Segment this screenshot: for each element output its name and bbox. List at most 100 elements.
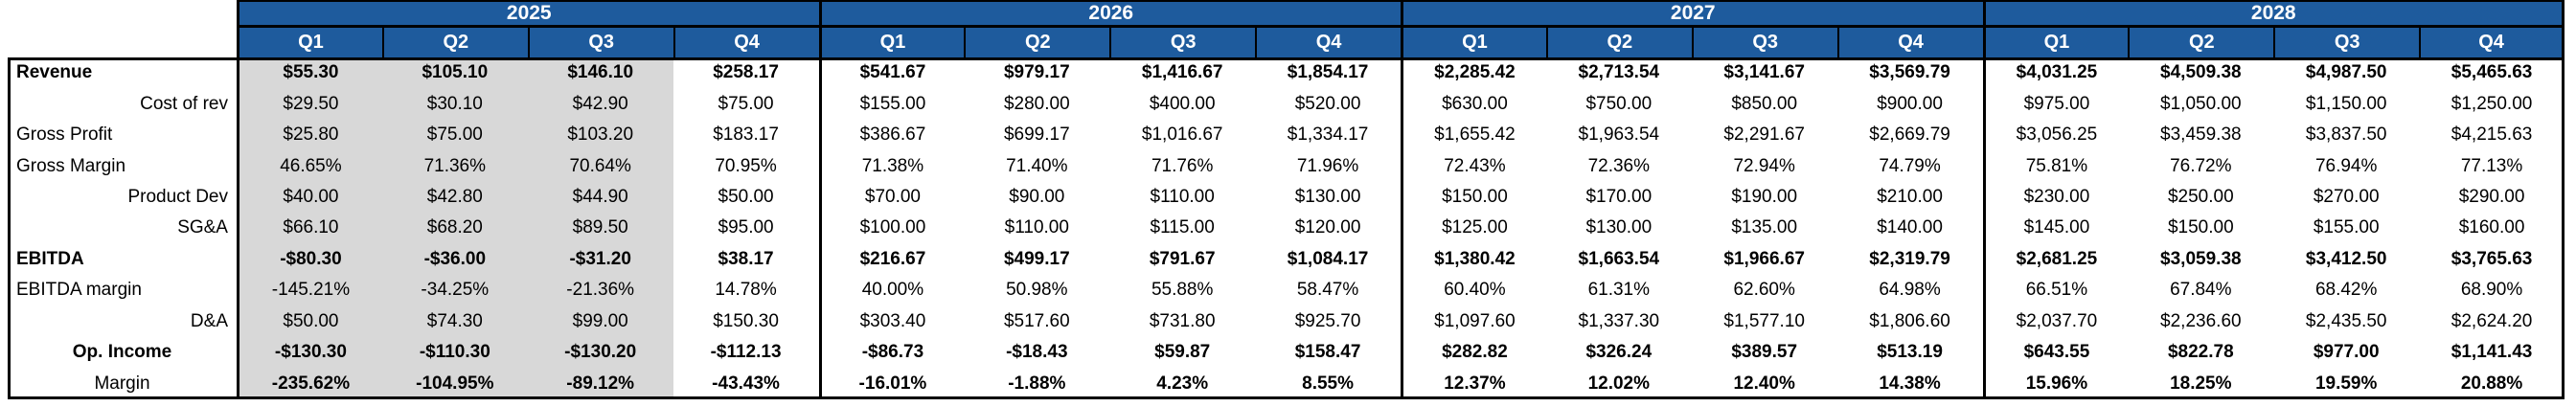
cell-revenue-2026-q2[interactable]: $979.17 — [964, 57, 1110, 89]
cell-product-dev-2026-q2[interactable]: $90.00 — [964, 181, 1110, 214]
cell-op-income-2028-q4[interactable]: $1,141.43 — [2419, 337, 2565, 369]
row-label-sg-and-a[interactable]: SG&A — [8, 213, 237, 244]
row-label-product-dev[interactable]: Product Dev — [8, 181, 237, 214]
cell-gross-margin-2025-q2[interactable]: 71.36% — [381, 150, 528, 182]
cell-product-dev-2027-q1[interactable]: $150.00 — [1401, 181, 1546, 214]
cell-revenue-2028-q2[interactable]: $4,509.38 — [2128, 57, 2274, 89]
cell-ebitda-margin-2026-q1[interactable]: 40.00% — [818, 275, 965, 306]
cell-cost-of-rev-2026-q2[interactable]: $280.00 — [964, 88, 1110, 120]
cell-sg-and-a-2026-q2[interactable]: $110.00 — [964, 213, 1110, 244]
cell-ebitda-2027-q2[interactable]: $1,663.54 — [1545, 243, 1692, 276]
quarter-header-2025-q3[interactable]: Q3 — [527, 28, 673, 57]
quarter-header-2028-q4[interactable]: Q4 — [2419, 28, 2565, 57]
quarter-header-2028-q2[interactable]: Q2 — [2128, 28, 2274, 57]
cell-d-and-a-2027-q1[interactable]: $1,097.60 — [1401, 305, 1546, 338]
cell-product-dev-2028-q1[interactable]: $230.00 — [1982, 181, 2129, 214]
cell-ebitda-margin-2028-q4[interactable]: 68.90% — [2419, 275, 2565, 306]
cell-gross-profit-2028-q3[interactable]: $3,837.50 — [2273, 119, 2420, 151]
cell-gross-margin-2026-q1[interactable]: 71.38% — [818, 150, 965, 182]
cell-sg-and-a-2025-q3[interactable]: $89.50 — [527, 213, 673, 244]
quarter-header-2026-q1[interactable]: Q1 — [818, 28, 965, 57]
cell-gross-profit-2025-q3[interactable]: $103.20 — [527, 119, 673, 151]
cell-margin-2027-q2[interactable]: 12.02% — [1545, 368, 1692, 399]
cell-gross-margin-2028-q4[interactable]: 77.13% — [2419, 150, 2565, 182]
cell-sg-and-a-2027-q4[interactable]: $140.00 — [1836, 213, 1983, 244]
cell-ebitda-margin-2025-q2[interactable]: -34.25% — [381, 275, 528, 306]
cell-gross-profit-2026-q2[interactable]: $699.17 — [964, 119, 1110, 151]
cell-d-and-a-2026-q2[interactable]: $517.60 — [964, 305, 1110, 338]
cell-margin-2028-q4[interactable]: 20.88% — [2419, 368, 2565, 399]
cell-ebitda-2027-q4[interactable]: $2,319.79 — [1836, 243, 1983, 276]
quarter-header-2026-q4[interactable]: Q4 — [1255, 28, 1401, 57]
cell-product-dev-2025-q2[interactable]: $42.80 — [381, 181, 528, 214]
cell-cost-of-rev-2025-q2[interactable]: $30.10 — [381, 88, 528, 120]
cell-ebitda-2028-q1[interactable]: $2,681.25 — [1982, 243, 2129, 276]
cell-op-income-2025-q4[interactable]: -$112.13 — [672, 337, 819, 369]
cell-gross-margin-2025-q4[interactable]: 70.95% — [672, 150, 819, 182]
cell-ebitda-margin-2026-q2[interactable]: 50.98% — [964, 275, 1110, 306]
year-header-2025[interactable]: 2025 — [237, 0, 819, 28]
cell-ebitda-2025-q1[interactable]: -$80.30 — [237, 243, 382, 276]
cell-d-and-a-2025-q3[interactable]: $99.00 — [527, 305, 673, 338]
cell-revenue-2027-q1[interactable]: $2,285.42 — [1401, 57, 1546, 89]
cell-sg-and-a-2027-q1[interactable]: $125.00 — [1401, 213, 1546, 244]
cell-op-income-2025-q2[interactable]: -$110.30 — [381, 337, 528, 369]
cell-op-income-2025-q3[interactable]: -$130.20 — [527, 337, 673, 369]
cell-gross-profit-2027-q2[interactable]: $1,963.54 — [1545, 119, 1692, 151]
cell-op-income-2027-q2[interactable]: $326.24 — [1545, 337, 1692, 369]
cell-cost-of-rev-2027-q2[interactable]: $750.00 — [1545, 88, 1692, 120]
cell-gross-profit-2027-q4[interactable]: $2,669.79 — [1836, 119, 1983, 151]
cell-revenue-2026-q1[interactable]: $541.67 — [818, 57, 965, 89]
cell-gross-margin-2026-q2[interactable]: 71.40% — [964, 150, 1110, 182]
cell-product-dev-2027-q3[interactable]: $190.00 — [1691, 181, 1837, 214]
cell-cost-of-rev-2028-q4[interactable]: $1,250.00 — [2419, 88, 2565, 120]
cell-margin-2025-q1[interactable]: -235.62% — [237, 368, 382, 399]
cell-gross-profit-2025-q1[interactable]: $25.80 — [237, 119, 382, 151]
cell-product-dev-2028-q4[interactable]: $290.00 — [2419, 181, 2565, 214]
quarter-header-2028-q1[interactable]: Q1 — [1982, 28, 2129, 57]
year-header-2027[interactable]: 2027 — [1401, 0, 1983, 28]
cell-product-dev-2026-q1[interactable]: $70.00 — [818, 181, 965, 214]
cell-revenue-2028-q1[interactable]: $4,031.25 — [1982, 57, 2129, 89]
cell-product-dev-2027-q4[interactable]: $210.00 — [1836, 181, 1983, 214]
quarter-header-2027-q2[interactable]: Q2 — [1545, 28, 1692, 57]
cell-op-income-2026-q1[interactable]: -$86.73 — [818, 337, 965, 369]
cell-op-income-2027-q4[interactable]: $513.19 — [1836, 337, 1983, 369]
quarter-header-2026-q3[interactable]: Q3 — [1109, 28, 1256, 57]
cell-margin-2025-q2[interactable]: -104.95% — [381, 368, 528, 399]
cell-cost-of-rev-2025-q1[interactable]: $29.50 — [237, 88, 382, 120]
cell-op-income-2028-q2[interactable]: $822.78 — [2128, 337, 2274, 369]
cell-gross-profit-2026-q4[interactable]: $1,334.17 — [1255, 119, 1401, 151]
cell-gross-margin-2027-q1[interactable]: 72.43% — [1401, 150, 1546, 182]
quarter-header-2025-q1[interactable]: Q1 — [237, 28, 382, 57]
cell-sg-and-a-2025-q4[interactable]: $95.00 — [672, 213, 819, 244]
cell-gross-margin-2026-q4[interactable]: 71.96% — [1255, 150, 1401, 182]
cell-margin-2026-q1[interactable]: -16.01% — [818, 368, 965, 399]
cell-ebitda-margin-2027-q4[interactable]: 64.98% — [1836, 275, 1983, 306]
cell-sg-and-a-2028-q2[interactable]: $150.00 — [2128, 213, 2274, 244]
quarter-header-2027-q4[interactable]: Q4 — [1836, 28, 1983, 57]
cell-ebitda-margin-2026-q3[interactable]: 55.88% — [1109, 275, 1256, 306]
cell-sg-and-a-2025-q1[interactable]: $66.10 — [237, 213, 382, 244]
cell-gross-profit-2027-q3[interactable]: $2,291.67 — [1691, 119, 1837, 151]
cell-ebitda-margin-2025-q1[interactable]: -145.21% — [237, 275, 382, 306]
cell-margin-2026-q3[interactable]: 4.23% — [1109, 368, 1256, 399]
cell-gross-profit-2028-q1[interactable]: $3,056.25 — [1982, 119, 2129, 151]
row-label-d-and-a[interactable]: D&A — [8, 305, 237, 338]
cell-ebitda-2028-q2[interactable]: $3,059.38 — [2128, 243, 2274, 276]
cell-margin-2027-q1[interactable]: 12.37% — [1401, 368, 1546, 399]
cell-revenue-2027-q3[interactable]: $3,141.67 — [1691, 57, 1837, 89]
cell-ebitda-2028-q3[interactable]: $3,412.50 — [2273, 243, 2420, 276]
cell-cost-of-rev-2026-q4[interactable]: $520.00 — [1255, 88, 1401, 120]
cell-gross-margin-2025-q1[interactable]: 46.65% — [237, 150, 382, 182]
cell-gross-profit-2026-q1[interactable]: $386.67 — [818, 119, 965, 151]
cell-cost-of-rev-2027-q4[interactable]: $900.00 — [1836, 88, 1983, 120]
cell-revenue-2026-q4[interactable]: $1,854.17 — [1255, 57, 1401, 89]
cell-gross-margin-2025-q3[interactable]: 70.64% — [527, 150, 673, 182]
cell-sg-and-a-2028-q4[interactable]: $160.00 — [2419, 213, 2565, 244]
cell-gross-profit-2028-q4[interactable]: $4,215.63 — [2419, 119, 2565, 151]
cell-d-and-a-2028-q4[interactable]: $2,624.20 — [2419, 305, 2565, 338]
cell-revenue-2027-q2[interactable]: $2,713.54 — [1545, 57, 1692, 89]
cell-gross-margin-2027-q2[interactable]: 72.36% — [1545, 150, 1692, 182]
cell-cost-of-rev-2027-q3[interactable]: $850.00 — [1691, 88, 1837, 120]
